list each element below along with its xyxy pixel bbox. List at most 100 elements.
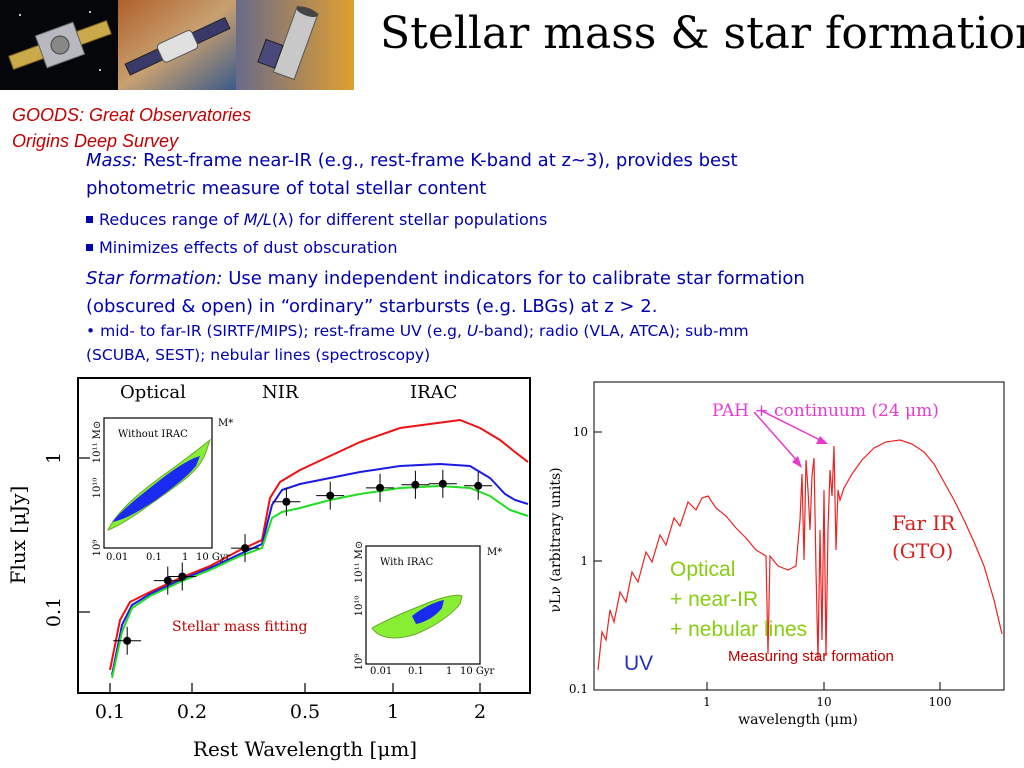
sed-data-point-0 [123,636,132,645]
bullet-1-post: for different stellar populations [293,210,548,229]
sed-data-point-1 [163,576,172,585]
sfr-xtick-0: 1 [703,695,711,709]
sfr-ytick-1: 1 [580,554,588,568]
sf-text-1: Use many independent indicators for to c… [228,268,805,289]
sed-series-red [109,418,529,671]
inset-bottom-xtick-3: 10 Gyr [460,666,495,677]
spacecraft-2-image [118,0,236,90]
spacecraft-1-image [0,0,118,90]
sed-caption: Stellar mass fitting [172,619,307,635]
pah-arrow-2 [759,409,825,443]
region-label-irac: IRAC [410,382,457,403]
optical-label-1: Optical [670,558,736,581]
bullet-2-text: Minimizes effects of dust obscuration [99,238,398,257]
sed-xtick-1: 0.2 [177,701,207,723]
inset-top-xtick-3: 10 Gyr [196,552,231,563]
sfr-ticks [594,431,941,691]
sfr-spectrum-line [597,439,1003,671]
sed-data-point-8 [438,479,447,488]
sfr-caption: Measuring star formation [728,648,894,665]
sfr-xtick-1: 10 [816,695,831,709]
sub-1-post: -band); radio (VLA, ATCA); sub-mm [478,322,749,340]
sed-data-point-9 [474,481,483,490]
sfr-ytick-2: 10 [573,425,588,439]
sub-line-1: • mid- to far-IR (SIRTF/MIPS); rest-fram… [86,322,749,340]
inset-without-irac: Without IRAC M* 10⁹ 10¹⁰ 10¹¹ M⊙ 0.01 0.… [92,417,233,563]
sed-data-point-6 [376,483,385,492]
sed-data-point-4 [282,497,291,506]
inset-bottom-xtick-2: 1 [446,666,452,677]
inset-bottom-ytick-2: 10¹¹ M⊙ [354,541,365,584]
sfr-ylabel: νLν (arbitrary units) [548,467,564,612]
sed-xtick-3: 1 [387,701,399,723]
sub-line-2: (SCUBA, SEST); nebular lines (spectrosco… [86,346,431,364]
inset-top-xtick-0: 0.01 [106,552,128,563]
sub-1-u: U [466,322,479,340]
region-label-optical: Optical [120,382,186,403]
bullet-1-pre: Reduces range of [99,210,244,229]
sed-xtick-4: 2 [474,701,486,723]
inset-bottom-xtick-0: 0.01 [370,666,392,677]
sed-xlabel: Rest Wavelength [μm] [193,737,417,761]
bullet-2: Minimizes effects of dust obscuration [86,238,397,257]
inset-bottom-title: With IRAC [380,557,434,568]
mass-text-1: Rest-frame near-IR (e.g., rest-frame K-b… [143,150,738,171]
spacecraft-3-image [236,0,354,90]
goods-line-2: Origins Deep Survey [12,131,179,151]
sed-xtick-0: 0.1 [95,701,125,723]
sed-data-point-7 [411,480,420,489]
sed-ylabel: Flux [μJy] [6,486,30,585]
sfr-chart: 1 10 100 0.1 1 10 wavelength (μm) νLν (a… [548,381,1005,728]
inset-top-title: Without IRAC [118,429,188,440]
sed-chart: Optical NIR IRAC 0.1 0.2 0.5 1 2 0.1 1 R… [6,377,531,761]
square-bullet-icon [86,216,93,223]
sed-ytick-1: 1 [43,452,65,464]
inset-top-xtick-2: 1 [182,552,188,563]
goods-line-1: GOODS: Great Observatories [12,105,252,125]
optical-label-3: + nebular lines [670,618,808,641]
region-label-nir: NIR [262,382,299,403]
sed-data-point-3 [241,544,250,553]
square-bullet-icon [86,244,93,251]
sub-bullet: • [86,322,96,340]
sed-xtick-2: 0.5 [290,701,320,723]
sed-data-point-2 [178,572,187,581]
bullet-1-lambda: (λ) [271,210,294,229]
sed-series-green [111,484,529,679]
pah-arrowhead-2 [816,436,828,444]
sub-1-pre: mid- to far-IR (SIRTF/MIPS); rest-frame … [100,322,467,340]
inset-with-irac: With IRAC M* 10⁹ 10¹⁰ 10¹¹ M⊙ 0.01 0.1 1… [354,541,502,677]
inset-bottom-marker: M* [487,547,502,558]
inset-top-ytick-1: 10¹⁰ [92,478,103,499]
mass-line-1: Mass: Rest-frame near-IR (e.g., rest-fra… [86,150,738,171]
inset-bottom-ytick-1: 10¹⁰ [354,596,365,617]
sed-data-points [113,469,493,655]
pah-arrow-1 [753,411,801,465]
sf-label: Star formation: [86,268,223,289]
header-thumbnails [0,0,354,90]
sed-ytick-0: 0.1 [43,597,65,627]
sf-line-2: (obscured & open) in “ordinary” starburs… [86,296,658,317]
bullet-1-ml: M/L [243,210,272,229]
inset-top-ytick-2: 10¹¹ M⊙ [92,421,103,464]
mass-label: Mass: [86,150,138,171]
inset-top-ytick-0: 10⁹ [92,540,103,557]
inset-bottom-ytick-0: 10⁹ [354,654,365,671]
pah-annotation: PAH + continuum (24 μm) [712,401,939,421]
far-ir-label-1: Far IR [892,511,956,535]
bullet-1: Reduces range of M/L(λ) for different st… [86,210,547,229]
sf-line-1: Star formation: Use many independent ind… [86,268,805,289]
sed-data-point-5 [326,491,335,500]
inset-top-xtick-1: 0.1 [146,552,162,563]
inset-bottom-xtick-1: 0.1 [408,666,424,677]
sfr-xtick-2: 100 [929,695,952,709]
page-title: Stellar mass & star formation [380,8,1024,59]
pah-arrowhead-1 [792,456,802,468]
inset-top-marker: M* [218,418,233,429]
sfr-xlabel: wavelength (μm) [738,712,858,728]
mass-line-2: photometric measure of total stellar con… [86,178,487,199]
sed-ticks [78,457,481,693]
sfr-ytick-0: 0.1 [569,682,588,696]
sed-series-blue [111,462,529,676]
far-ir-label-2: (GTO) [892,539,953,563]
